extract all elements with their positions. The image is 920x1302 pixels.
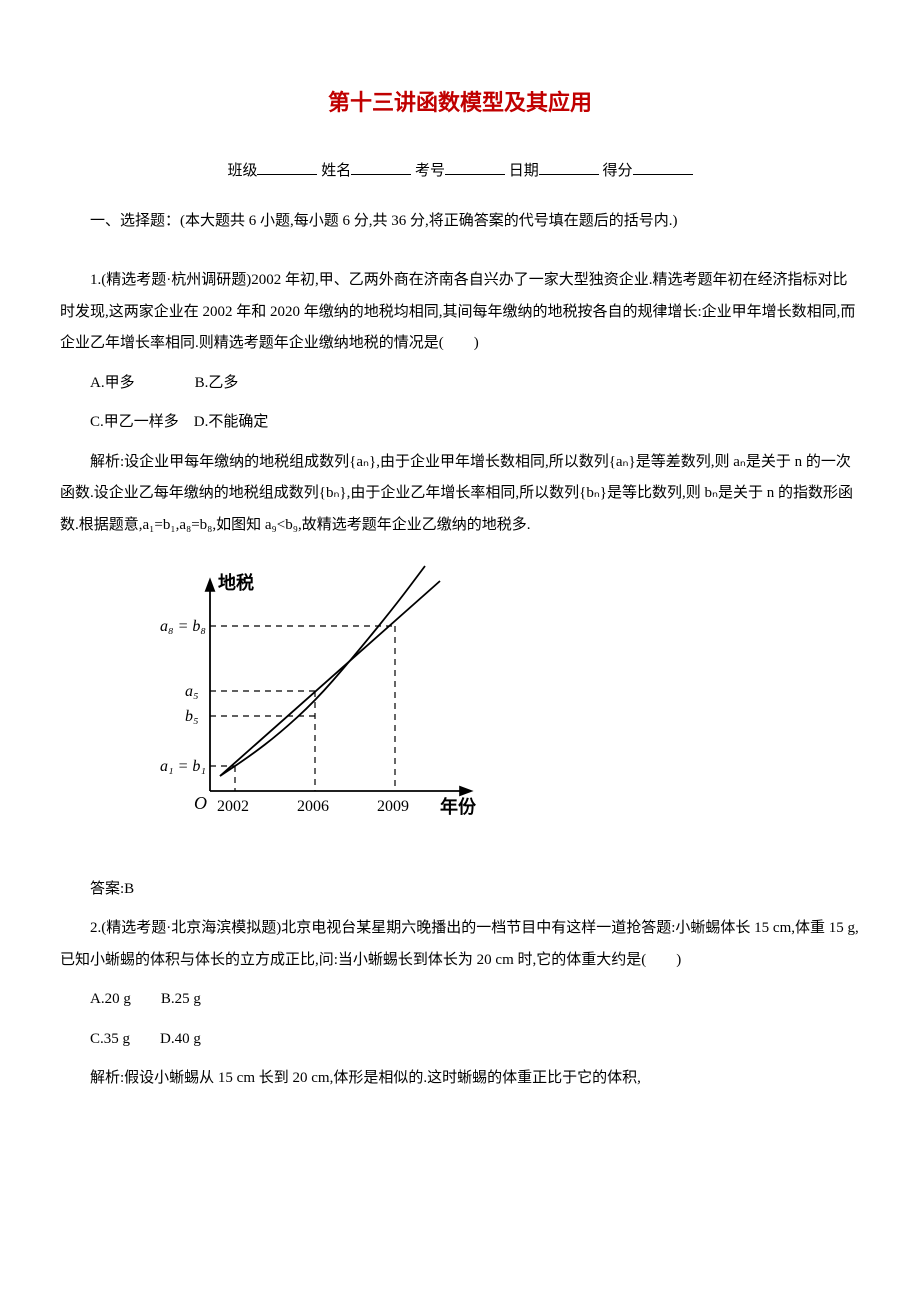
score-blank	[633, 159, 693, 175]
name-blank	[351, 159, 411, 175]
class-label: 班级	[227, 163, 257, 179]
q2-stem: 2.(精选考题·北京海滨模拟题)北京电视台某星期六晚播出的一档节目中有这样一道抢…	[60, 913, 860, 976]
exam-no-label: 考号	[415, 163, 445, 179]
exam-no-blank	[445, 159, 505, 175]
q2-choices-1: A.20 g B.25 g	[60, 984, 860, 1016]
tax-chart: O 2002 2006 2009 年份 地税 a₁ = b₁ b₅ a₅ a₈ = b₈	[140, 561, 860, 854]
svg-text:年份: 年份	[440, 796, 477, 817]
name-label: 姓名	[321, 163, 351, 179]
q1-choices-1: A.甲多 B.乙多	[60, 368, 860, 400]
q1-stem: 1.(精选考题·杭州调研题)2002 年初,甲、乙两外商在济南各自兴办了一家大型…	[60, 265, 860, 360]
svg-text:O: O	[194, 793, 207, 813]
q2-explain: 解析:假设小蜥蜴从 15 cm 长到 20 cm,体形是相似的.这时蜥蜴的体重正…	[60, 1063, 860, 1095]
student-info-line: 班级 姓名 考号 日期 得分	[60, 156, 860, 188]
q1-explain: 解析:设企业甲每年缴纳的地税组成数列{aₙ},由于企业甲年增长数相同,所以数列{…	[60, 447, 860, 542]
q1-choices-2: C.甲乙一样多 D.不能确定	[60, 407, 860, 439]
q1-answer: 答案:B	[60, 874, 860, 906]
date-blank	[539, 159, 599, 175]
date-label: 日期	[509, 163, 539, 179]
class-blank	[257, 159, 317, 175]
svg-text:2006: 2006	[297, 798, 329, 815]
svg-text:a₁ = b₁: a₁ = b₁	[160, 758, 206, 775]
tax-chart-svg: O 2002 2006 2009 年份 地税 a₁ = b₁ b₅ a₅ a₈ = b₈	[140, 561, 490, 841]
svg-text:2009: 2009	[377, 798, 409, 815]
svg-text:b₅: b₅	[185, 708, 199, 725]
section-1-instruction: 一、选择题：(本大题共 6 小题,每小题 6 分,共 36 分,将正确答案的代号…	[60, 206, 860, 238]
svg-text:a₅: a₅	[185, 683, 199, 700]
q2-choices-2: C.35 g D.40 g	[60, 1024, 860, 1056]
score-label: 得分	[603, 163, 633, 179]
svg-text:a₈ = b₈: a₈ = b₈	[160, 618, 206, 635]
svg-text:2002: 2002	[217, 798, 249, 815]
page-title: 第十三讲函数模型及其应用	[60, 80, 860, 126]
svg-text:地税: 地税	[218, 572, 254, 593]
